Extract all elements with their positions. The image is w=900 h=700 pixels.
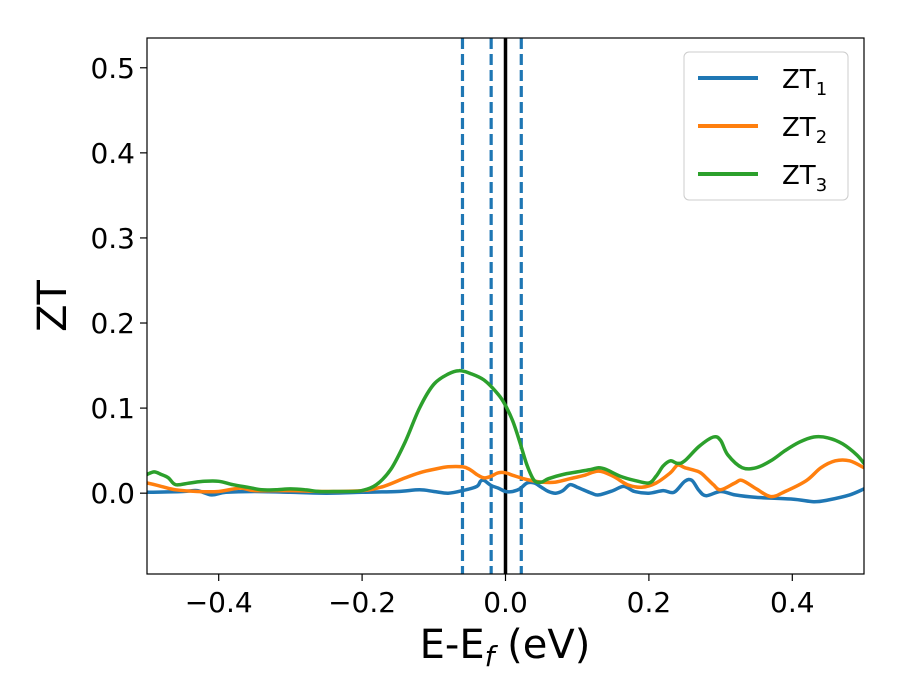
legend-label: ZT3 (782, 161, 827, 196)
series-line-zt1 (147, 477, 864, 504)
reference-lines (460, 38, 523, 574)
x-axis-title-tail: (eV) (494, 622, 590, 668)
x-axis-title-main: E-E (420, 622, 485, 668)
x-tick-label: 0.0 (483, 586, 528, 619)
x-axis: −0.4 −0.2 0.0 0.2 0.4 (185, 574, 815, 619)
y-tick-label: 0.4 (90, 137, 135, 170)
legend-box (683, 51, 849, 201)
x-tick-label: 0.2 (627, 586, 672, 619)
series-line-zt3 (147, 368, 864, 494)
x-tick-label: −0.2 (328, 586, 396, 619)
y-tick-label: 0.1 (90, 392, 135, 425)
x-axis-title: E-Ef (eV) (420, 622, 591, 673)
y-axis-title: ZT (30, 280, 76, 332)
series-lines (147, 368, 864, 504)
plot-area (146, 37, 865, 575)
x-tick-label: 0.4 (770, 586, 815, 619)
legend-label: ZT1 (782, 65, 827, 100)
y-tick-label: 0.2 (90, 307, 135, 340)
x-tick-label: −0.4 (185, 586, 253, 619)
legend-label: ZT2 (782, 113, 827, 148)
y-tick-label: 0.5 (90, 52, 135, 85)
y-tick-label: 0.0 (90, 477, 135, 510)
legend: ZT1 ZT2 ZT3 (683, 51, 849, 201)
y-tick-label: 0.3 (90, 222, 135, 255)
y-axis: 0.0 0.1 0.2 0.3 0.4 0.5 (90, 52, 147, 510)
